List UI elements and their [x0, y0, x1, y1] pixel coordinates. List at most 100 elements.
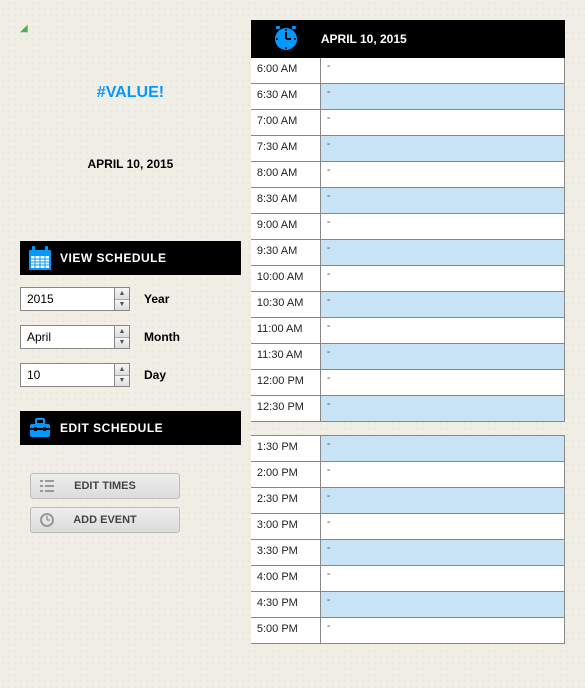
time-cell: 3:30 PM: [251, 540, 321, 565]
time-cell: 12:00 PM: [251, 370, 321, 395]
month-label: Month: [144, 330, 180, 344]
event-cell[interactable]: -: [321, 110, 565, 135]
schedule-row: 3:00 PM-: [251, 514, 565, 540]
time-cell: 9:30 AM: [251, 240, 321, 265]
day-field[interactable]: 10: [20, 363, 115, 387]
event-cell[interactable]: -: [321, 162, 565, 187]
schedule-row: 6:00 AM-: [251, 58, 565, 84]
event-cell[interactable]: -: [321, 344, 565, 369]
schedule-row: 8:30 AM-: [251, 188, 565, 214]
year-label: Year: [144, 292, 169, 306]
edit-times-button[interactable]: EDIT TIMES: [30, 473, 180, 499]
schedule-row: 1:30 PM-: [251, 436, 565, 462]
schedule-row: 8:00 AM-: [251, 162, 565, 188]
event-cell[interactable]: -: [321, 540, 565, 565]
month-field[interactable]: April: [20, 325, 115, 349]
event-cell[interactable]: -: [321, 618, 565, 643]
clock-icon: [39, 512, 55, 528]
corner-mark: ◢: [20, 23, 28, 34]
time-cell: 10:30 AM: [251, 292, 321, 317]
event-cell[interactable]: -: [321, 84, 565, 109]
event-cell[interactable]: -: [321, 240, 565, 265]
time-cell: 10:00 AM: [251, 266, 321, 291]
time-cell: 6:30 AM: [251, 84, 321, 109]
edit-schedule-label: EDIT SCHEDULE: [60, 421, 163, 435]
event-cell[interactable]: -: [321, 58, 565, 83]
schedule-row: 9:00 AM-: [251, 214, 565, 240]
time-cell: 11:00 AM: [251, 318, 321, 343]
time-cell: 7:00 AM: [251, 110, 321, 135]
clock-header-icon: [251, 26, 321, 52]
time-cell: 2:30 PM: [251, 488, 321, 513]
schedule-header: APRIL 10, 2015: [251, 20, 565, 58]
event-cell[interactable]: -: [321, 318, 565, 343]
schedule-row: 4:30 PM-: [251, 592, 565, 618]
time-cell: 7:30 AM: [251, 136, 321, 161]
schedule-row: 10:00 AM-: [251, 266, 565, 292]
add-event-button[interactable]: ADD EVENT: [30, 507, 180, 533]
view-schedule-label: VIEW SCHEDULE: [60, 251, 167, 265]
schedule-row: 11:00 AM-: [251, 318, 565, 344]
event-cell[interactable]: -: [321, 514, 565, 539]
date-heading: APRIL 10, 2015: [20, 157, 241, 171]
toolbox-icon: [20, 416, 60, 440]
time-cell: 2:00 PM: [251, 462, 321, 487]
schedule-row: 11:30 AM-: [251, 344, 565, 370]
time-cell: 4:30 PM: [251, 592, 321, 617]
year-spinner[interactable]: 2015 ▲ ▼: [20, 287, 130, 311]
schedule-grid: 6:00 AM-6:30 AM-7:00 AM-7:30 AM-8:00 AM-…: [251, 58, 565, 644]
event-cell[interactable]: -: [321, 592, 565, 617]
time-cell: 1:30 PM: [251, 436, 321, 461]
time-cell: 5:00 PM: [251, 618, 321, 643]
time-cell: 6:00 AM: [251, 58, 321, 83]
value-error: #VALUE!: [20, 84, 241, 102]
time-cell: 8:30 AM: [251, 188, 321, 213]
day-up[interactable]: ▲: [115, 364, 129, 376]
event-cell[interactable]: -: [321, 488, 565, 513]
time-cell: 12:30 PM: [251, 396, 321, 421]
year-down[interactable]: ▼: [115, 300, 129, 311]
month-up[interactable]: ▲: [115, 326, 129, 338]
schedule-row: 9:30 AM-: [251, 240, 565, 266]
event-cell[interactable]: -: [321, 266, 565, 291]
event-cell[interactable]: -: [321, 292, 565, 317]
view-schedule-bar: VIEW SCHEDULE: [20, 241, 241, 275]
event-cell[interactable]: -: [321, 370, 565, 395]
event-cell[interactable]: -: [321, 188, 565, 213]
schedule-row: 3:30 PM-: [251, 540, 565, 566]
add-event-label: ADD EVENT: [73, 514, 137, 526]
time-cell: 8:00 AM: [251, 162, 321, 187]
year-field[interactable]: 2015: [20, 287, 115, 311]
schedule-row: 7:30 AM-: [251, 136, 565, 162]
calendar-icon: [20, 244, 60, 272]
schedule-row: 4:00 PM-: [251, 566, 565, 592]
time-cell: [251, 422, 321, 435]
day-down[interactable]: ▼: [115, 376, 129, 387]
event-cell[interactable]: [321, 422, 565, 435]
edit-times-label: EDIT TIMES: [74, 480, 136, 492]
schedule-header-label: APRIL 10, 2015: [321, 32, 407, 46]
time-cell: 9:00 AM: [251, 214, 321, 239]
time-cell: 3:00 PM: [251, 514, 321, 539]
month-spinner[interactable]: April ▲ ▼: [20, 325, 130, 349]
event-cell[interactable]: -: [321, 214, 565, 239]
event-cell[interactable]: -: [321, 566, 565, 591]
time-cell: 11:30 AM: [251, 344, 321, 369]
schedule-row: 12:00 PM-: [251, 370, 565, 396]
schedule-gap-row: [251, 422, 565, 436]
schedule-row: 5:00 PM-: [251, 618, 565, 644]
schedule-row: 12:30 PM-: [251, 396, 565, 422]
schedule-row: 2:30 PM-: [251, 488, 565, 514]
time-cell: 4:00 PM: [251, 566, 321, 591]
event-cell[interactable]: -: [321, 136, 565, 161]
day-spinner[interactable]: 10 ▲ ▼: [20, 363, 130, 387]
year-up[interactable]: ▲: [115, 288, 129, 300]
event-cell[interactable]: -: [321, 396, 565, 421]
schedule-row: 6:30 AM-: [251, 84, 565, 110]
edit-schedule-bar: EDIT SCHEDULE: [20, 411, 241, 445]
month-down[interactable]: ▼: [115, 338, 129, 349]
list-icon: [39, 478, 55, 494]
schedule-row: 7:00 AM-: [251, 110, 565, 136]
event-cell[interactable]: -: [321, 462, 565, 487]
event-cell[interactable]: -: [321, 436, 565, 461]
